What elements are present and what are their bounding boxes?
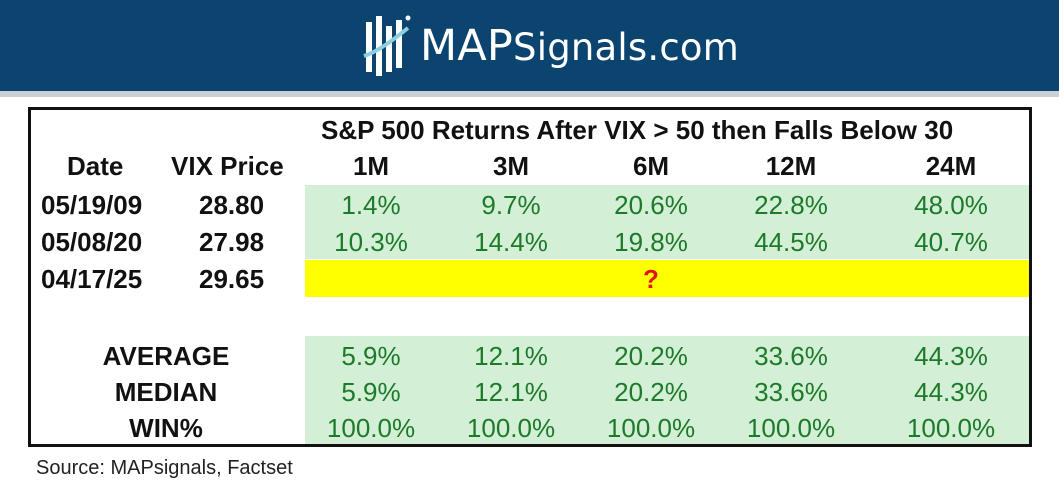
summary-cell: 5.9% (341, 377, 401, 407)
summary-band (305, 336, 1029, 444)
col-header-6m: 6M (632, 151, 670, 181)
pending-return-mark: ? (643, 264, 659, 294)
chart-bars-logo-icon (363, 15, 411, 76)
brand-name: MAPSignals.com (420, 21, 739, 71)
summary-label-average: AVERAGE (102, 341, 230, 371)
header-banner: MAPSignals.com (0, 0, 1059, 91)
row-vix-2020: 27.98 (199, 227, 265, 257)
brand-name-part2: Signals.com (513, 26, 739, 69)
col-header-1m: 1M (352, 151, 390, 181)
row-date-2025: 04/17/25 (41, 264, 143, 294)
summary-cell: 33.6% (754, 341, 828, 371)
table-title: S&P 500 Returns After VIX > 50 then Fall… (321, 115, 954, 145)
col-header-3m: 3M (492, 151, 530, 181)
summary-label-win: WIN% (129, 413, 203, 443)
summary-cell: 33.6% (754, 377, 828, 407)
brand-name-part1: MAP (420, 21, 514, 71)
summary-cell: 5.9% (341, 341, 401, 371)
return-cell: 1.4% (341, 190, 401, 220)
summary-cell: 100.0% (606, 413, 696, 443)
banner-divider (0, 91, 1059, 97)
summary-cell: 100.0% (466, 413, 556, 443)
returns-band-top (305, 185, 1029, 259)
brand-logo[interactable]: MAPSignals.com (362, 13, 739, 79)
row-date-2020: 05/08/20 (41, 227, 143, 257)
summary-cell: 12.1% (474, 341, 548, 371)
return-cell: 40.7% (914, 227, 988, 257)
return-cell: 20.6% (614, 190, 688, 220)
col-header-24m: 24M (925, 151, 977, 181)
returns-table: S&P 500 Returns After VIX > 50 then Fall… (28, 107, 1032, 447)
row-vix-2009: 28.80 (199, 190, 265, 220)
summary-cell: 44.3% (914, 341, 988, 371)
pending-row-band (305, 260, 1029, 297)
summary-label-median: MEDIAN (114, 377, 218, 407)
return-cell: 19.8% (614, 227, 688, 257)
return-cell: 48.0% (914, 190, 988, 220)
row-date-2009: 05/19/09 (41, 190, 143, 220)
summary-cell: 100.0% (746, 413, 836, 443)
return-cell: 10.3% (334, 227, 408, 257)
summary-cell: 44.3% (914, 377, 988, 407)
summary-cell: 100.0% (326, 413, 416, 443)
row-vix-2025: 29.65 (199, 264, 265, 294)
col-header-date: Date (67, 151, 124, 181)
return-cell: 22.8% (754, 190, 828, 220)
col-header-vix: VIX Price (171, 151, 284, 181)
col-header-12m: 12M (765, 151, 817, 181)
return-cell: 44.5% (754, 227, 828, 257)
summary-cell: 20.2% (614, 341, 688, 371)
return-cell: 9.7% (481, 190, 541, 220)
summary-cell: 20.2% (614, 377, 688, 407)
return-cell: 14.4% (474, 227, 548, 257)
summary-cell: 12.1% (474, 377, 548, 407)
summary-cell: 100.0% (906, 413, 996, 443)
source-note: Source: MAPsignals, Factset (36, 457, 293, 479)
